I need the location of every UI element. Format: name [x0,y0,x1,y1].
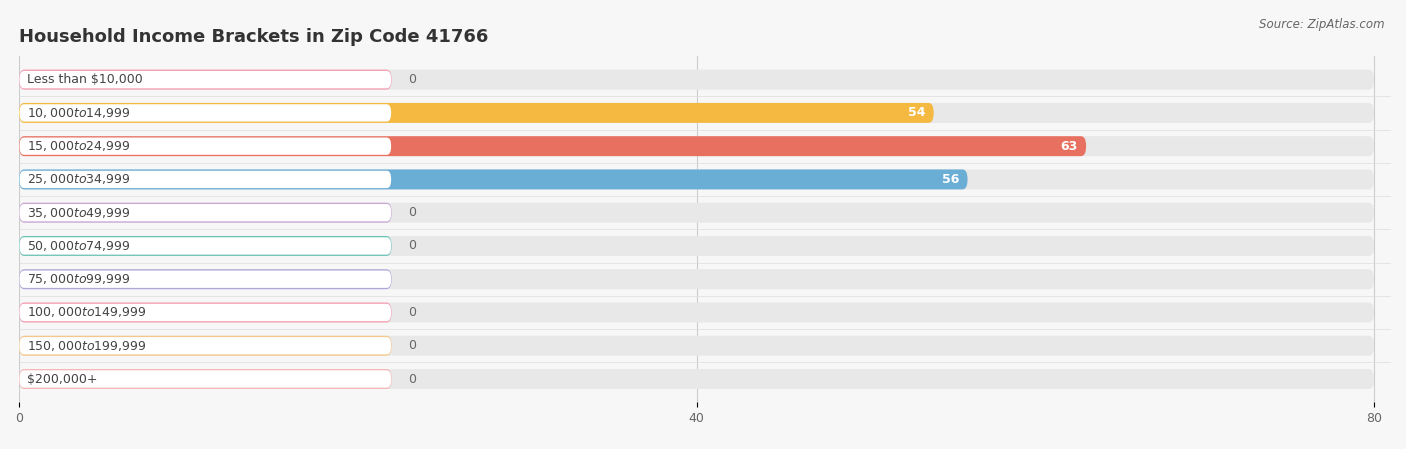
FancyBboxPatch shape [20,370,391,387]
Text: $15,000 to $24,999: $15,000 to $24,999 [27,139,131,153]
Text: $100,000 to $149,999: $100,000 to $149,999 [27,305,146,320]
Text: 0: 0 [409,239,416,252]
Text: $200,000+: $200,000+ [27,373,97,386]
Text: Household Income Brackets in Zip Code 41766: Household Income Brackets in Zip Code 41… [20,28,488,46]
FancyBboxPatch shape [20,336,1374,356]
FancyBboxPatch shape [20,202,1374,223]
FancyBboxPatch shape [20,137,391,155]
FancyBboxPatch shape [20,269,1374,289]
FancyBboxPatch shape [20,169,967,189]
FancyBboxPatch shape [20,70,392,90]
Text: $150,000 to $199,999: $150,000 to $199,999 [27,339,146,353]
FancyBboxPatch shape [20,136,1085,156]
FancyBboxPatch shape [20,71,391,88]
Text: 63: 63 [1060,140,1077,153]
Text: 0: 0 [409,339,416,352]
FancyBboxPatch shape [20,236,1374,256]
FancyBboxPatch shape [20,336,392,356]
FancyBboxPatch shape [20,103,934,123]
FancyBboxPatch shape [20,103,1374,123]
FancyBboxPatch shape [20,171,391,188]
Text: 0: 0 [409,373,416,386]
Text: 0: 0 [409,206,416,219]
FancyBboxPatch shape [20,271,391,288]
Text: 0: 0 [409,306,416,319]
Text: $25,000 to $34,999: $25,000 to $34,999 [27,172,131,186]
Text: $50,000 to $74,999: $50,000 to $74,999 [27,239,131,253]
FancyBboxPatch shape [20,238,391,255]
Text: 0: 0 [409,73,416,86]
FancyBboxPatch shape [20,304,391,321]
FancyBboxPatch shape [20,337,391,354]
FancyBboxPatch shape [20,269,392,289]
FancyBboxPatch shape [20,136,1374,156]
Text: 54: 54 [908,106,925,119]
Text: $35,000 to $49,999: $35,000 to $49,999 [27,206,131,220]
FancyBboxPatch shape [20,104,391,122]
FancyBboxPatch shape [20,204,391,221]
FancyBboxPatch shape [20,169,1374,189]
Text: Less than $10,000: Less than $10,000 [27,73,142,86]
FancyBboxPatch shape [20,70,1374,90]
FancyBboxPatch shape [20,303,392,322]
FancyBboxPatch shape [20,369,392,389]
FancyBboxPatch shape [20,369,1374,389]
Text: $75,000 to $99,999: $75,000 to $99,999 [27,272,131,286]
FancyBboxPatch shape [20,303,1374,322]
Text: 13: 13 [214,273,231,286]
Text: $10,000 to $14,999: $10,000 to $14,999 [27,106,131,120]
Text: 56: 56 [942,173,959,186]
FancyBboxPatch shape [20,236,392,256]
FancyBboxPatch shape [20,202,392,223]
Text: Source: ZipAtlas.com: Source: ZipAtlas.com [1260,18,1385,31]
